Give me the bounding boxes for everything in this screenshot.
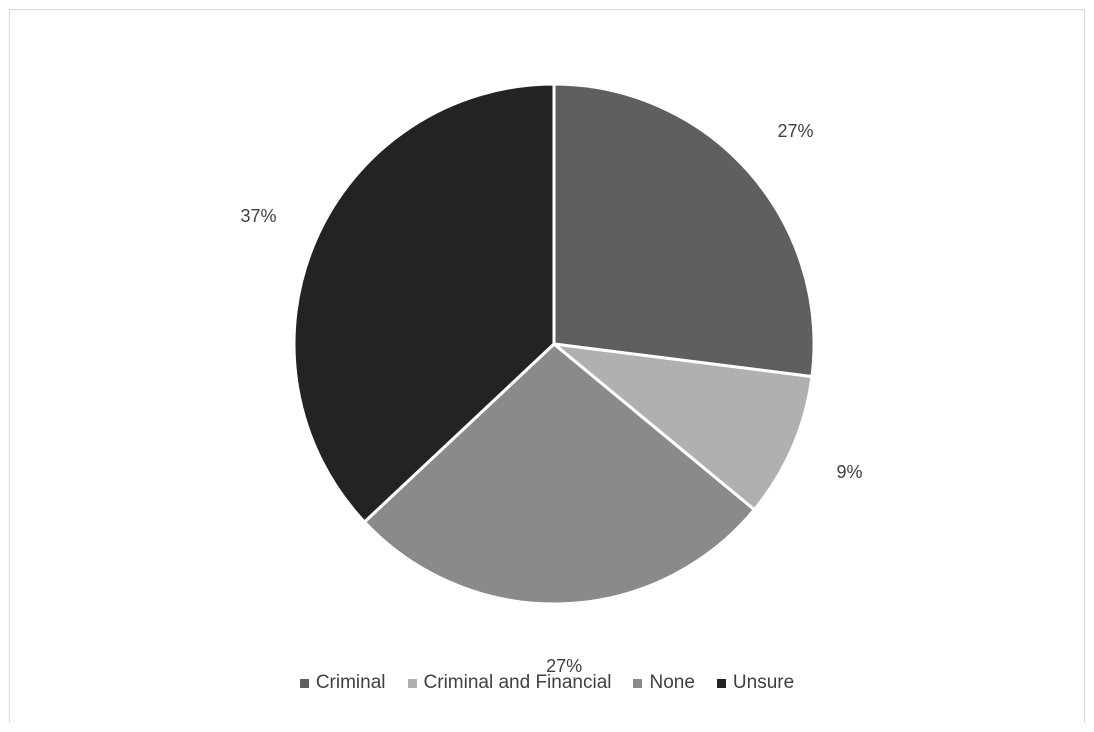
data-label-criminal: 27% [778,121,814,141]
data-label-none: 27% [546,656,582,676]
legend-label: Criminal and Financial [423,672,612,693]
legend-label: Unsure [732,672,795,693]
legend-item-none: None [633,672,695,694]
legend-swatch [633,678,643,688]
pie-slice-criminal [552,82,816,379]
pie-slice-criminal-and-financial [552,342,814,512]
data-label-unsure: 37% [240,206,276,226]
legend-swatch [716,678,726,688]
chart-legend: Criminal Criminal and Financial None Unsure [0,672,1094,694]
legend-label: Criminal [315,672,386,693]
legend-item-criminal-and-financial: Criminal and Financial [407,672,612,694]
pie-slice-none [362,342,756,606]
legend-swatch [407,678,417,688]
legend-label: None [649,672,695,693]
legend-swatch [299,678,309,688]
legend-item-criminal: Criminal [299,672,386,694]
data-label-criminal-and-financial: 9% [837,462,863,482]
legend-item-unsure: Unsure [716,672,795,694]
pie-slice-unsure [292,82,556,524]
